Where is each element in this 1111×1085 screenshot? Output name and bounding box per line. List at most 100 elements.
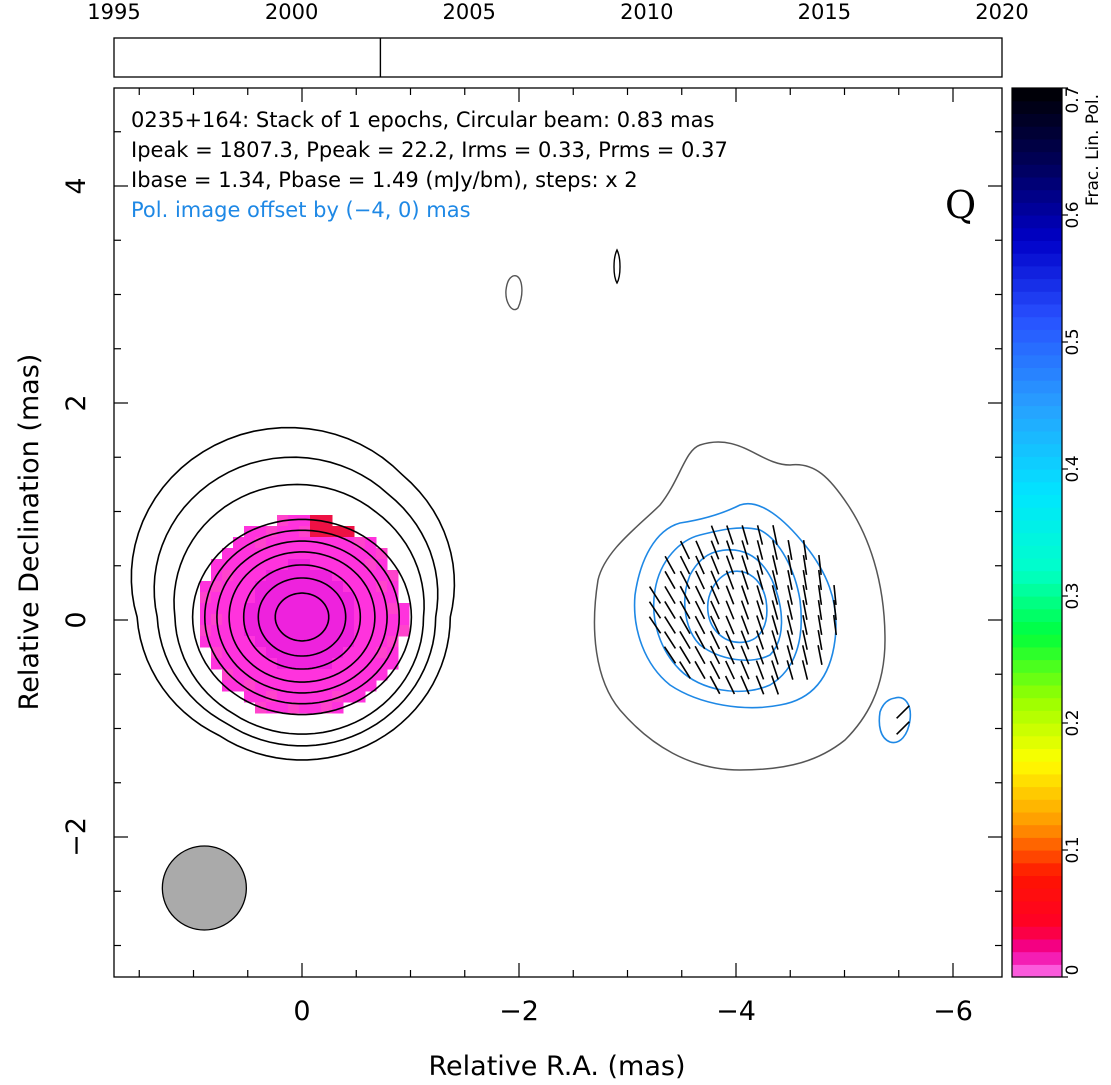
- evpa-tick: [771, 630, 779, 650]
- colorbar-band: [1012, 557, 1062, 572]
- fracpol-pixel: [376, 581, 388, 593]
- fracpol-pixel: [255, 559, 267, 571]
- stokes-i-contour: [203, 529, 401, 705]
- fracpol-pixel: [354, 647, 366, 659]
- fracpol-pixel: [255, 603, 267, 615]
- fracpol-pixel: [244, 691, 256, 703]
- fracpol-pixel: [233, 581, 245, 593]
- evpa-tick: [741, 525, 749, 545]
- fracpol-pixel: [321, 570, 333, 582]
- evpa-tick: [725, 555, 735, 575]
- title-line-1: 0235+164: Stack of 1 epochs, Circular be…: [131, 108, 714, 132]
- fracpol-pixel: [321, 526, 333, 538]
- colorbar-band: [1012, 469, 1062, 483]
- stokes-i-islands: [505, 248, 621, 311]
- colorbar-band: [1012, 773, 1062, 788]
- fracpol-pixel: [266, 669, 278, 681]
- fracpol-pixel: [376, 603, 388, 615]
- evpa-tick: [771, 660, 779, 680]
- evpa-tick: [786, 615, 794, 635]
- colorbar-band: [1012, 799, 1062, 813]
- fracpol-pixel: [376, 614, 388, 626]
- fracpol-pixel: [354, 669, 366, 681]
- fracpol-pixel: [222, 636, 234, 648]
- fracpol-pixel: [321, 537, 333, 549]
- fracpol-pixel: [310, 559, 322, 571]
- evpa-tick: [725, 585, 735, 605]
- evpa-tick: [709, 645, 721, 665]
- fracpol-pixel: [244, 548, 256, 560]
- y-tick-label: 4: [61, 177, 92, 194]
- stokes-i-contour: [173, 483, 425, 735]
- evpa-tick: [755, 660, 765, 680]
- evpa-tick: [725, 540, 735, 560]
- colorbar-tick-label: 0.4: [1063, 455, 1083, 482]
- fracpol-pixel: [365, 658, 377, 670]
- fracpol-pixel: [288, 658, 300, 670]
- timeline-year-label: 2010: [620, 0, 673, 24]
- fracpol-pixel: [321, 647, 333, 659]
- fracpol-pixel: [310, 658, 322, 670]
- fracpol-pixel: [222, 680, 234, 692]
- colorbar-band: [1012, 672, 1062, 686]
- fracpol-pixel: [321, 680, 333, 692]
- fracpol-pixel: [277, 614, 289, 626]
- fracpol-pixel: [365, 614, 377, 626]
- fracpol-pixel: [266, 581, 278, 593]
- fracpol-pixel: [266, 625, 278, 637]
- evpa-tick: [817, 569, 823, 591]
- title-line-2: Ipeak = 1807.3, Ppeak = 22.2, Irms = 0.3…: [131, 138, 728, 162]
- fracpol-pixel: [343, 537, 355, 549]
- evpa-tick: [709, 660, 721, 680]
- fracpol-pixel: [365, 592, 377, 604]
- fracpol-pixel: [211, 592, 223, 604]
- fracpol-pixel: [332, 592, 344, 604]
- evpa-tick: [710, 540, 720, 560]
- fracpol-pixel: [266, 570, 278, 582]
- evpa-tick: [802, 615, 808, 635]
- evpa-tick: [679, 600, 691, 620]
- fracpol-pixel: [387, 658, 399, 670]
- evpa-tick: [740, 660, 750, 680]
- fracpol-pixel: [200, 581, 212, 593]
- stokes-i-contour: [130, 426, 456, 761]
- colorbar-band: [1012, 113, 1062, 127]
- fracpol-pixel: [288, 680, 300, 692]
- colorbar-band: [1012, 100, 1062, 114]
- evpa-tick: [694, 585, 706, 605]
- colorbar-band: [1012, 443, 1062, 457]
- fracpol-pixel: [222, 669, 234, 681]
- title-line-3: Ibase = 1.34, Pbase = 1.49 (mJy/bm), ste…: [131, 168, 638, 192]
- evpa-tick: [756, 555, 764, 575]
- fracpol-pixel: [299, 625, 311, 637]
- colorbar-band: [1012, 684, 1062, 699]
- fracpol-pixel: [266, 526, 278, 538]
- fracpol-pixel: [277, 559, 289, 571]
- fracpol-pixel: [321, 614, 333, 626]
- evpa-tick: [817, 584, 823, 606]
- colorbar-band: [1012, 405, 1062, 419]
- fracpol-pixel: [277, 625, 289, 637]
- fracpol-pixel: [332, 559, 344, 571]
- colorbar-band: [1012, 392, 1062, 407]
- colorbar-band: [1012, 215, 1062, 229]
- colorbar-band: [1012, 316, 1062, 330]
- stokes-i-contour: [228, 551, 376, 683]
- fracpol-pixel: [222, 570, 234, 582]
- fracpol-pixel: [211, 625, 223, 637]
- evpa-tick: [648, 601, 662, 619]
- evpa-tick: [740, 615, 750, 635]
- fracpol-pixel: [332, 548, 344, 560]
- fracpol-pixel: [365, 537, 377, 549]
- fracpol-pixel: [288, 625, 300, 637]
- fracpol-pixel: [354, 559, 366, 571]
- timeline-year-label: 1995: [87, 0, 140, 24]
- fracpol-pixel: [332, 526, 344, 538]
- fracpol-pixel: [244, 614, 256, 626]
- colorbar-band: [1012, 253, 1062, 267]
- fracpol-pixel: [310, 614, 322, 626]
- evpa-tick: [786, 660, 794, 680]
- evpa-tick: [663, 631, 677, 649]
- fracpol-pixel: [233, 625, 245, 637]
- evpa-tick: [772, 540, 778, 560]
